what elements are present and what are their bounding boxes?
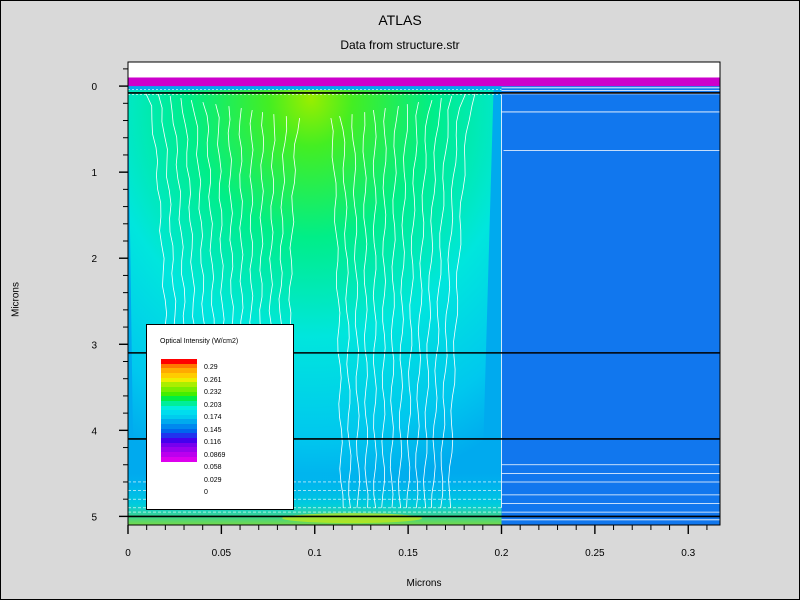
contour-line	[406, 102, 419, 508]
legend-swatch	[161, 433, 197, 439]
y-axis-label: Microns	[10, 282, 22, 318]
contour-line	[389, 106, 399, 508]
legend-swatch	[161, 405, 197, 411]
y-tick-label: 5	[91, 512, 97, 523]
legend-title: Optical Intensity (W/cm2)	[160, 338, 239, 345]
contour-line	[372, 110, 377, 508]
contour-line	[398, 104, 409, 508]
plot-border	[127, 61, 721, 526]
bottom-hotspot	[282, 513, 423, 524]
chart-subtitle: Data from structure.str	[340, 38, 460, 52]
legend-swatch	[161, 382, 197, 388]
legend-label: 0.058	[204, 464, 222, 471]
legend-label: 0.203	[204, 401, 222, 409]
legend-label: 0.232	[204, 389, 222, 396]
legend-swatch	[161, 368, 197, 374]
legend-swatch	[161, 363, 197, 369]
legend-swatch	[161, 419, 197, 425]
x-tick-label: 0.3	[681, 548, 695, 559]
legend: Optical Intensity (W/cm2) 0.29 0.261 0.232…	[146, 324, 294, 510]
x-tick-label: 0.1	[308, 548, 322, 559]
y-tick-label: 1	[91, 168, 97, 179]
legend-swatch	[161, 414, 197, 420]
legend-label: 0.145	[204, 426, 222, 434]
legend-swatch	[161, 452, 197, 457]
legend-swatch	[161, 372, 197, 378]
legend-swatch	[161, 428, 197, 434]
contour-line	[415, 99, 433, 508]
contour-lines	[128, 87, 720, 521]
legend-label: 0.0869	[204, 451, 226, 459]
legend-label: 0	[204, 489, 208, 496]
contour-line	[330, 118, 344, 508]
axes: 0 0.05 0.1 0.15 0.2 0.25 0.3 0 1 2 3 4 5	[91, 61, 721, 559]
contour-line	[362, 112, 369, 508]
intensity-field	[128, 62, 720, 526]
legend-swatch	[161, 442, 197, 448]
legend-label: 0.116	[204, 439, 221, 446]
legend-swatch	[161, 359, 197, 364]
x-tick-label: 0.05	[212, 548, 232, 559]
contour-line	[351, 114, 361, 508]
x-tick-label: 0	[125, 548, 131, 559]
legend-swatch	[161, 400, 197, 406]
y-tick-label: 0	[91, 82, 97, 93]
legend-swatch	[161, 386, 197, 392]
legend-swatch	[161, 410, 197, 416]
x-axis-label: Microns	[406, 578, 442, 589]
chart-title: ATLAS	[378, 12, 422, 28]
legend-swatch	[161, 396, 197, 402]
x-tick-label: 0.15	[398, 548, 418, 559]
x-tick-label: 0.25	[585, 548, 605, 559]
y-tick-label: 3	[91, 340, 97, 351]
y-tick-label: 4	[91, 426, 97, 437]
legend-swatch	[161, 438, 197, 443]
legend-label: 0.174	[204, 414, 222, 421]
legend-swatch	[161, 456, 197, 462]
contour-line	[381, 108, 387, 508]
y-tick-label: 2	[91, 254, 97, 265]
legend-swatch	[161, 391, 197, 397]
legend-swatch	[161, 377, 197, 383]
legend-label: 0.29	[204, 364, 218, 371]
legend-label: 0.261	[204, 376, 222, 384]
x-tick-label: 0.2	[495, 548, 509, 559]
contour-line	[339, 116, 352, 508]
legend-swatch	[161, 424, 197, 430]
top-layer	[128, 77, 720, 87]
legend-label: 0.029	[204, 476, 222, 484]
legend-swatch	[161, 447, 197, 453]
